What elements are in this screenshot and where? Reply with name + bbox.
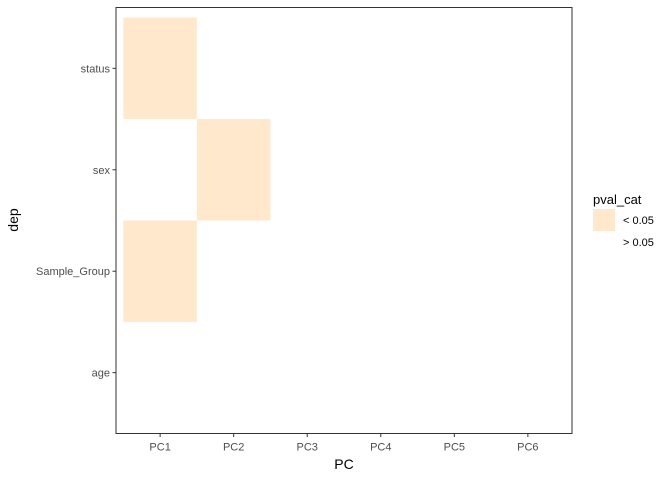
legend-key-1	[593, 209, 615, 231]
y-tick-label-sex: sex	[93, 165, 111, 177]
legend-label-2: > 0.05	[623, 237, 654, 249]
heatmap-cell-pc2-status	[196, 17, 271, 120]
legend-label-1: < 0.05	[623, 215, 654, 227]
legend-key-2	[593, 231, 615, 253]
x-tick-label-pc5: PC5	[444, 442, 465, 454]
heatmap-cell-pc6-sample-group	[491, 220, 565, 322]
x-tick-label-pc2: PC2	[223, 442, 244, 454]
heatmap-cell-pc6-age	[491, 321, 565, 424]
cells-layer	[123, 17, 565, 424]
x-axis-title: PC	[334, 456, 353, 472]
heatmap-cell-pc3-age	[270, 321, 344, 424]
heatmap-cell-pc3-sex	[270, 119, 344, 221]
heatmap-cell-pc5-sample-group	[417, 220, 492, 322]
heatmap-cell-pc4-age	[344, 321, 418, 424]
y-tick-label-sample-group: Sample_Group	[36, 266, 110, 278]
heatmap-cell-pc4-status	[344, 17, 418, 120]
heatmap-cell-pc4-sex	[344, 119, 418, 221]
heatmap-cell-pc1-sex	[123, 119, 197, 221]
legend: pval_cat < 0.05 > 0.05	[593, 192, 654, 253]
x-tick-label-pc3: PC3	[297, 442, 318, 454]
x-tick-label-pc1: PC1	[149, 442, 170, 454]
x-tick-label-pc6: PC6	[517, 442, 538, 454]
heatmap-cell-pc2-sample-group	[196, 220, 271, 322]
heatmap-cell-pc1-status	[123, 17, 197, 120]
heatmap-cell-pc6-sex	[491, 119, 565, 221]
heatmap-cell-pc5-status	[417, 17, 492, 120]
y-tick-label-age: age	[92, 368, 110, 380]
y-tick-label-status: status	[81, 63, 111, 75]
heatmap-cell-pc3-status	[270, 17, 344, 120]
heatmap-cell-pc1-age	[123, 321, 197, 424]
heatmap-cell-pc2-sex	[196, 119, 271, 221]
y-axis-title: dep	[5, 208, 21, 232]
x-axis: PC1 PC2 PC3 PC4 PC5 PC6	[149, 433, 539, 454]
heatmap-cell-pc1-sample-group	[123, 220, 197, 322]
legend-title: pval_cat	[593, 192, 642, 207]
panel-border	[115, 7, 573, 434]
y-axis: age Sample_Group sex status	[36, 63, 116, 380]
heatmap-cell-pc5-age	[417, 321, 492, 424]
heatmap-cell-pc6-status	[491, 17, 565, 120]
heatmap-cell-pc4-sample-group	[344, 220, 418, 322]
heatmap-cell-pc3-sample-group	[270, 220, 344, 322]
x-tick-label-pc4: PC4	[370, 442, 391, 454]
heatmap-cell-pc5-sex	[417, 119, 492, 221]
heatmap-cell-pc2-age	[196, 321, 271, 424]
